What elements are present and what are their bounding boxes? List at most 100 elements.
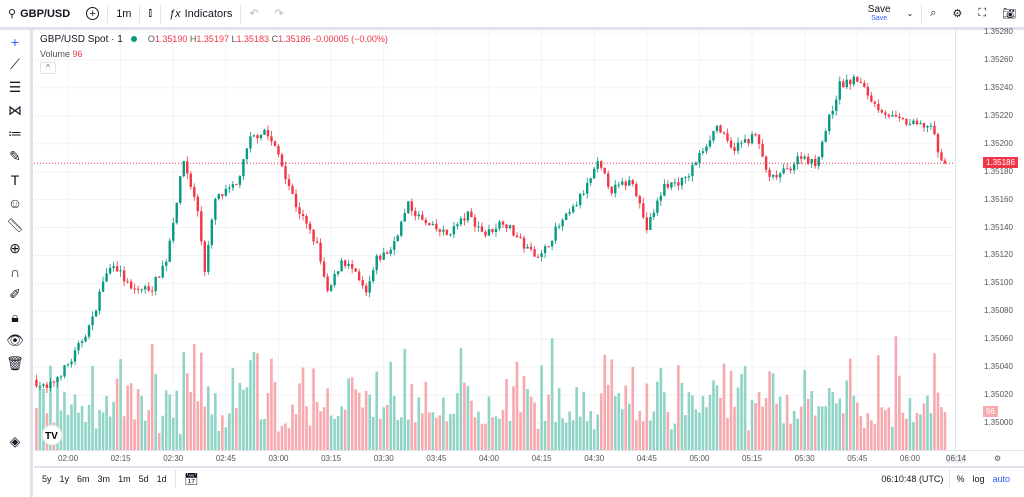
horizontal-lines-icon[interactable]: ☰	[8, 79, 22, 95]
candle	[943, 160, 947, 164]
save-button[interactable]: Save Save	[867, 4, 891, 23]
text-icon[interactable]: T	[10, 171, 20, 188]
lock-icon[interactable]: 🔒︎	[11, 309, 19, 325]
candle	[645, 217, 649, 230]
percent-toggle[interactable]: %	[956, 474, 965, 484]
interval-button[interactable]: 1m	[116, 7, 132, 20]
volume-bar	[501, 409, 505, 450]
candle	[617, 184, 620, 186]
candle	[445, 229, 449, 235]
crosshair-icon[interactable]: +	[10, 33, 20, 50]
candle	[677, 182, 680, 186]
range-5y[interactable]: 5y	[42, 474, 52, 484]
symbol-search[interactable]: ⚲ GBP/USD	[8, 7, 71, 21]
volume-bar	[126, 385, 129, 450]
layers-icon[interactable]: ◈	[9, 433, 21, 449]
collapse-legend-button[interactable]: ^	[40, 62, 56, 74]
candle	[750, 134, 754, 144]
price-label: 1.35140	[984, 222, 1013, 232]
volume-bar	[192, 344, 196, 450]
auto-toggle[interactable]: auto	[992, 474, 1010, 484]
range-1m[interactable]: 1m	[118, 474, 131, 484]
chart-type-button[interactable]: ⫾	[140, 0, 160, 29]
candle	[59, 376, 63, 378]
volume-bar	[449, 414, 452, 450]
range-1y[interactable]: 1y	[59, 474, 70, 484]
range-5d[interactable]: 5d	[138, 474, 149, 484]
time-axis[interactable]: 02:00 02:15 02:30 02:45 03:00 03:15 03:30 03:45…	[34, 450, 1024, 466]
volume-bar	[508, 420, 512, 450]
volume-bar	[905, 418, 908, 450]
candle	[610, 186, 613, 194]
candle	[593, 168, 596, 179]
volume-bar	[919, 414, 922, 450]
lock-drawings-icon[interactable]: ✐	[9, 286, 21, 302]
trend-line-icon[interactable]: ⟋	[10, 56, 20, 72]
volume-bar	[364, 391, 368, 450]
volume-bar	[863, 427, 866, 450]
brush-icon[interactable]: ✎	[9, 148, 21, 164]
volume-bar	[421, 413, 424, 450]
zoom-in-icon[interactable]: ⊕	[9, 240, 21, 256]
settings-gear-icon[interactable]: ⚙	[952, 8, 963, 20]
fullscreen-icon[interactable]: ⛶	[978, 7, 987, 19]
pitchfork-icon[interactable]: ⋈	[8, 102, 22, 118]
chart-pane[interactable]: TV GBP/USD Spot · 1 O1.35190 H1.35197 L1…	[34, 30, 955, 450]
volume-bar	[424, 381, 428, 450]
fib-icon[interactable]: ≔	[8, 125, 22, 141]
candle	[607, 173, 610, 187]
quick-search-icon[interactable]: ⌕	[930, 7, 937, 19]
price-label: 1.35080	[984, 306, 1013, 316]
volume-bar	[221, 415, 224, 450]
volume-bar	[936, 392, 940, 450]
candle	[771, 174, 775, 177]
volume-bar	[575, 387, 578, 450]
ruler-icon[interactable]: 📏︎	[6, 217, 24, 233]
volume-bar	[557, 388, 561, 450]
candle	[301, 213, 305, 216]
log-toggle[interactable]: log	[972, 474, 985, 484]
candle	[52, 381, 56, 383]
range-3m[interactable]: 3m	[97, 474, 111, 484]
price-label: 1.35160	[984, 194, 1013, 204]
emoji-icon[interactable]: ☺	[7, 194, 23, 211]
save-dropdown[interactable]: ⌄	[906, 9, 914, 18]
candle	[357, 271, 361, 281]
volume-bar	[634, 420, 638, 450]
candle	[477, 226, 480, 228]
price-axis[interactable]: 1.35280 1.35260 1.35240 1.35220 1.35200 1.351…	[955, 27, 1024, 450]
range-1d[interactable]: 1d	[156, 474, 167, 484]
volume-bar	[610, 359, 614, 450]
axis-settings-icon[interactable]: ⚙	[994, 454, 1002, 463]
volume-bar	[494, 416, 498, 450]
candle	[210, 219, 214, 245]
clock[interactable]: 06:10:48 (UTC)	[881, 474, 944, 484]
undo-button[interactable]: ↶	[249, 8, 259, 20]
redo-button[interactable]: ↷	[274, 8, 284, 20]
volume-bar	[656, 381, 659, 450]
candle	[691, 165, 694, 177]
volume-bar	[98, 409, 101, 450]
legend-title: GBP/USD Spot · 1	[40, 34, 123, 45]
volume-bar	[561, 418, 564, 450]
candle	[540, 253, 543, 257]
camera-icon[interactable]: 📷︎	[1002, 8, 1016, 20]
candle	[259, 134, 263, 139]
range-6m[interactable]: 6m	[77, 474, 90, 484]
magnet-icon[interactable]: ∩	[9, 263, 21, 280]
eye-icon[interactable]: 👁︎	[6, 332, 24, 348]
trash-icon[interactable]: 🗑︎	[6, 355, 24, 371]
candle	[494, 228, 498, 232]
volume-bar	[915, 413, 919, 450]
compare-button[interactable]: +	[78, 0, 107, 29]
candle	[589, 178, 592, 183]
volume-bar	[389, 361, 393, 450]
volume-bar	[764, 398, 768, 450]
volume-bar	[336, 416, 340, 450]
candle	[165, 261, 168, 266]
date-range-icon[interactable]: 📅︎	[183, 472, 199, 486]
indicators-button[interactable]: ƒx Indicators	[169, 7, 233, 20]
logo-mark: TV	[45, 431, 58, 442]
volume-bar	[101, 412, 105, 450]
volume-bar	[856, 402, 859, 450]
